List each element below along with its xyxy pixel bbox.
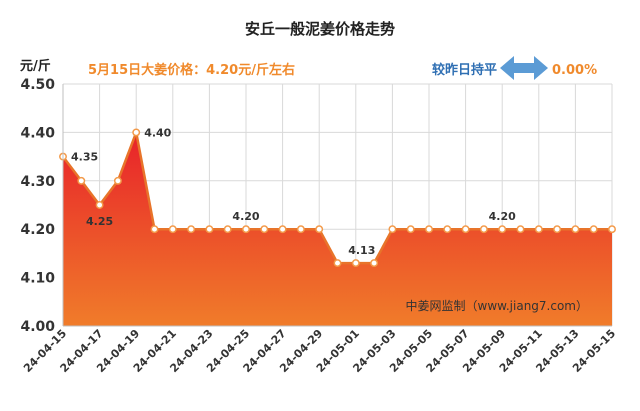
data-point [388, 225, 397, 234]
data-point [589, 225, 598, 234]
data-point [370, 259, 379, 268]
data-point [315, 225, 324, 234]
y-tick-label: 4.20 [20, 222, 55, 238]
data-label: 4.25 [86, 215, 113, 228]
price-note: 5月15日大姜价格：4.20元/斤左右 [88, 62, 295, 78]
data-point [425, 225, 433, 234]
data-point [278, 225, 287, 234]
data-point [150, 225, 159, 234]
data-point [205, 225, 214, 234]
y-tick-label: 4.50 [20, 77, 55, 93]
data-label: 4.20 [489, 210, 516, 223]
data-point [242, 225, 250, 234]
y-tick-label: 4.10 [20, 271, 55, 287]
double-arrow-icon [500, 56, 548, 80]
data-point [351, 259, 360, 268]
data-point [77, 176, 86, 185]
plot-area: 4.004.104.204.304.404.5024-04-1524-04-17… [20, 77, 618, 375]
y-tick-label: 4.30 [20, 174, 55, 190]
data-label: 4.13 [348, 244, 375, 257]
data-point [498, 225, 507, 234]
data-point [406, 225, 415, 234]
y-tick-label: 4.40 [20, 125, 55, 141]
data-point [479, 225, 488, 234]
data-point [333, 259, 342, 268]
data-point [296, 225, 305, 234]
data-point [443, 225, 452, 234]
data-point [516, 225, 525, 234]
data-label: 4.20 [232, 210, 259, 223]
data-point [461, 225, 470, 234]
data-point [571, 225, 580, 234]
chart-title: 安丘一般泥姜价格走势 [245, 20, 395, 38]
compare-value: 0.00% [552, 63, 597, 78]
data-point [132, 128, 141, 137]
data-point [187, 225, 196, 234]
data-label: 4.35 [71, 151, 98, 164]
compare-label: 较昨日持平 [432, 62, 497, 78]
area-fill [63, 132, 612, 326]
data-point [113, 176, 122, 185]
data-point [95, 201, 104, 209]
y-tick-label: 4.00 [20, 319, 55, 335]
data-point [223, 225, 232, 234]
data-label: 4.40 [144, 126, 171, 139]
data-point [608, 225, 616, 234]
watermark: 中姜网监制（www.jiang7.com） [406, 298, 588, 313]
data-point [534, 225, 543, 234]
data-point [168, 225, 177, 234]
data-point [553, 225, 562, 234]
y-axis-unit: 元/斤 [20, 58, 51, 74]
data-point [260, 225, 269, 234]
